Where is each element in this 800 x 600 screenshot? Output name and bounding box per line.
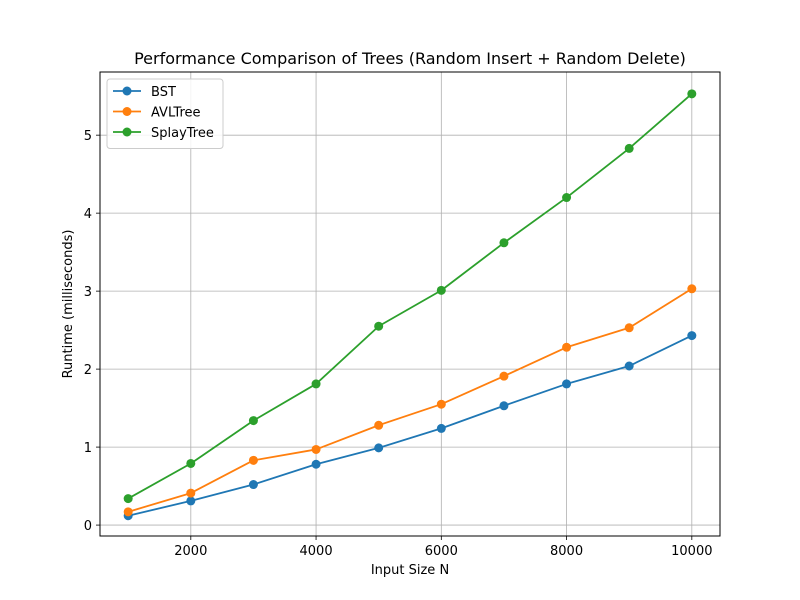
data-point-bst [562,379,572,389]
data-point-splaytree [311,379,321,389]
legend: BST AVLTree SplayTree [106,78,224,149]
data-point-avltree [248,455,258,465]
x-tick-label: 6000 [425,544,458,559]
data-point-bst [624,361,634,371]
data-point-avltree [562,342,572,352]
data-point-splaytree [123,494,133,504]
data-point-splaytree [436,285,446,295]
data-point-splaytree [687,89,697,99]
data-point-avltree [311,444,321,454]
data-point-bst [374,443,384,453]
series-avltree [123,284,697,517]
legend-label-bst: BST [151,85,176,100]
y-tick-label: 2 [84,363,92,378]
legend-marker-splaytree [122,127,132,137]
data-point-splaytree [186,458,196,468]
legend-marker-bst [122,86,132,96]
data-point-avltree [123,507,133,517]
data-point-avltree [186,488,196,498]
data-point-splaytree [248,416,258,426]
data-point-bst [687,331,697,341]
y-tick-label: 0 [84,519,92,534]
data-point-avltree [436,399,446,409]
y-tick-label: 4 [84,207,92,222]
axis-ticks: 2000 4000 6000 8000 10000 0 1 2 3 4 5 [84,129,713,559]
y-tick-label: 3 [84,285,92,300]
data-point-splaytree [499,238,509,248]
y-tick-label: 5 [84,129,92,144]
legend-marker-avltree [122,107,132,116]
data-point-bst [248,480,258,490]
series-bst [123,331,697,521]
y-axis-label: Runtime (milliseconds) [61,230,76,379]
data-point-bst [499,401,509,411]
data-point-splaytree [562,193,572,203]
data-point-splaytree [624,143,634,153]
data-point-avltree [687,284,697,294]
series-line-splaytree [127,93,693,500]
legend-label-splaytree: SplayTree [151,126,214,141]
x-tick-label: 4000 [300,544,333,559]
data-point-avltree [499,371,509,381]
series-line-avltree [127,288,693,513]
plot-frame [99,71,721,537]
series-line-bst [127,334,693,517]
chart-title: Performance Comparison of Trees (Random … [134,49,686,68]
x-tick-label: 8000 [550,544,583,559]
x-tick-label: 10000 [671,544,712,559]
data-point-bst [311,459,321,469]
x-tick-label: 2000 [174,544,207,559]
data-point-avltree [374,420,384,430]
y-tick-label: 1 [84,441,92,456]
x-axis-label: Input Size N [371,563,449,578]
legend-label-avltree: AVLTree [151,106,201,121]
series-splaytree [123,89,697,504]
data-point-bst [436,423,446,433]
data-point-avltree [624,323,634,333]
data-point-bst [186,496,196,506]
plot-series [123,89,697,521]
data-point-splaytree [374,321,384,331]
grid-lines [100,72,720,536]
